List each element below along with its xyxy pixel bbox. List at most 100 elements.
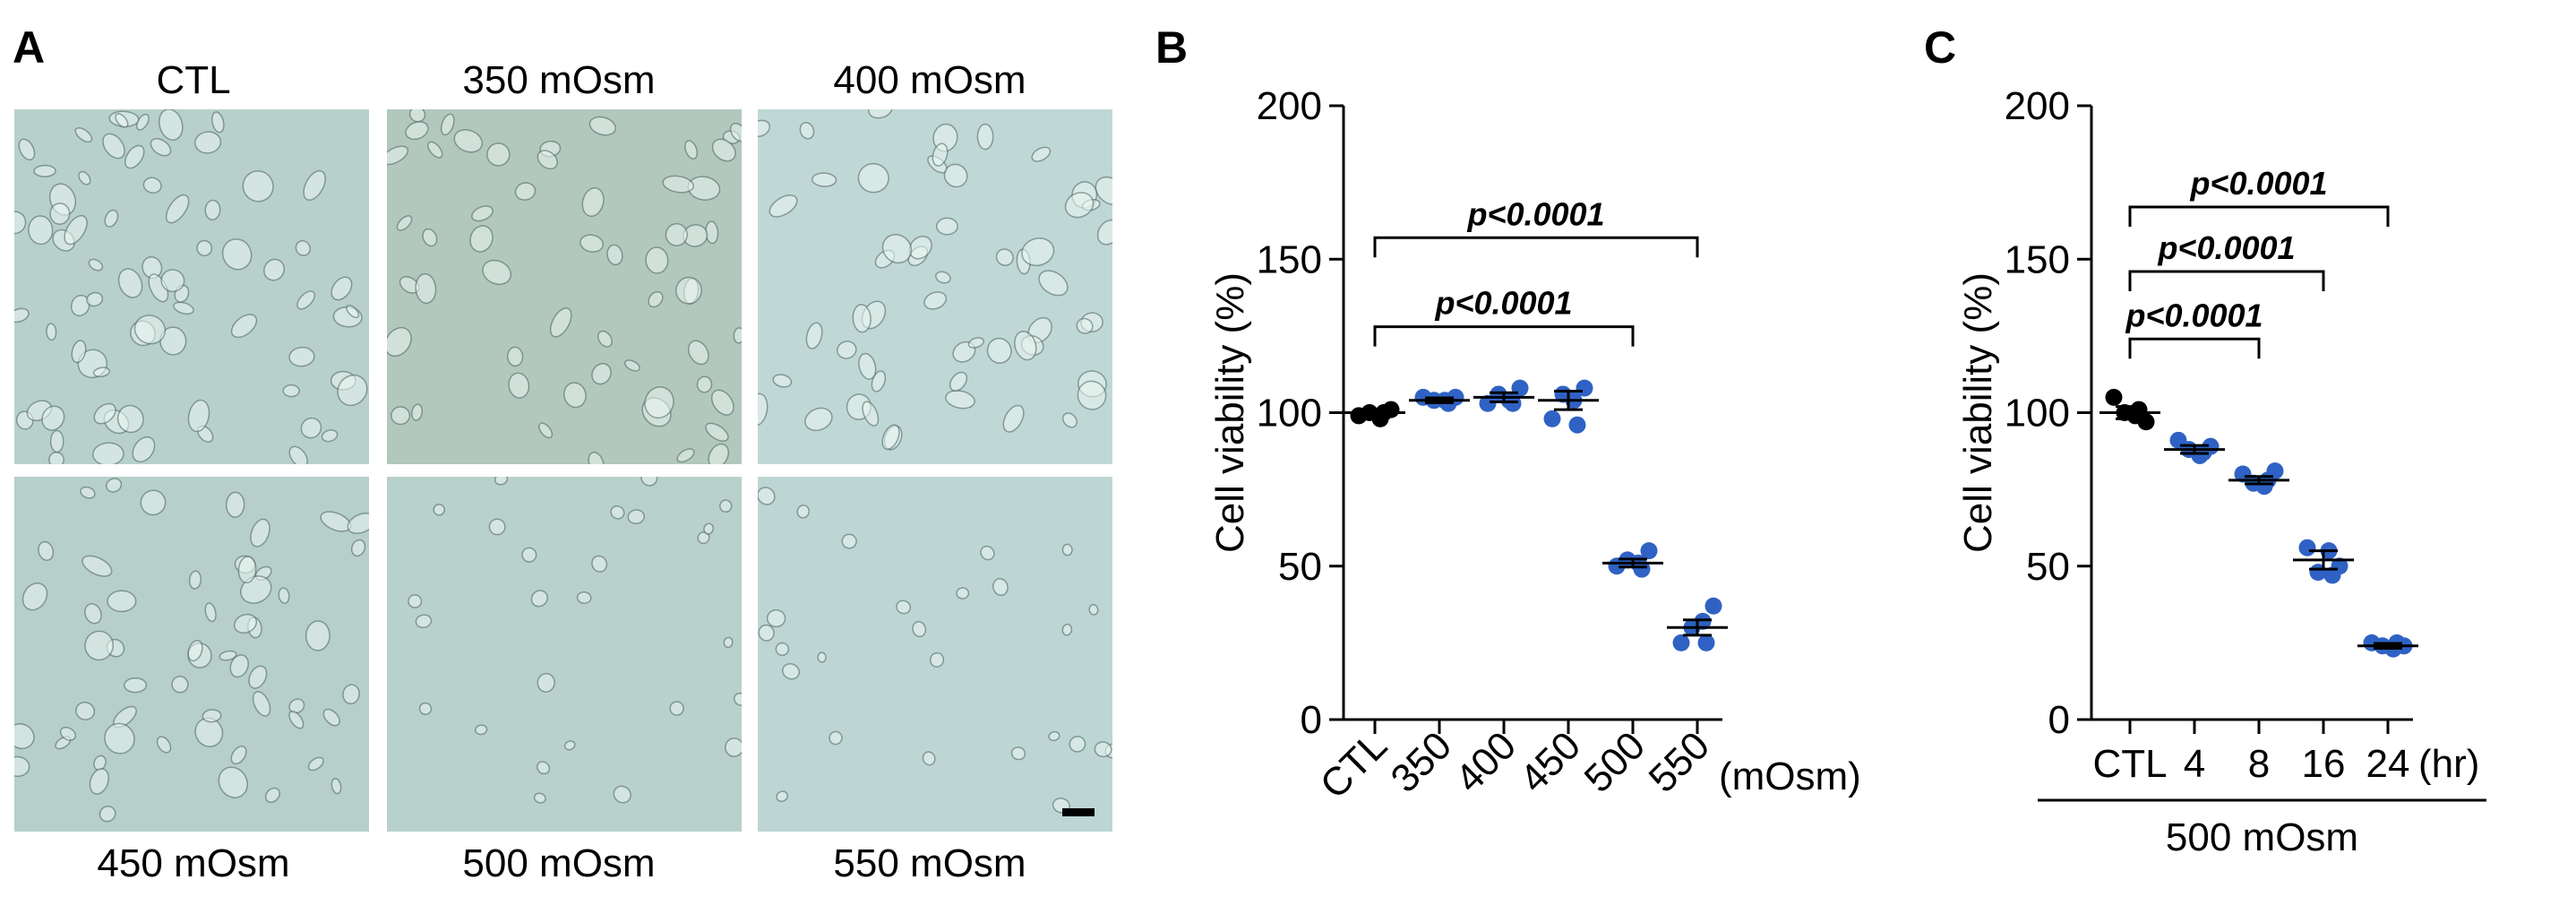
- cell-shape: [196, 239, 213, 257]
- cell-shape: [705, 422, 729, 442]
- cell-shape: [1076, 317, 1094, 334]
- cell-shape: [723, 636, 734, 649]
- cell-shape: [549, 307, 572, 338]
- cell-shape: [337, 374, 368, 407]
- cell-shape: [396, 215, 413, 231]
- cell-shape: [229, 654, 249, 678]
- cell-shape: [124, 677, 148, 694]
- cell-shape: [995, 248, 1014, 266]
- cell-shape: [711, 138, 736, 162]
- cell-shape: [469, 225, 494, 253]
- cell-shape: [230, 314, 258, 339]
- cell-shape: [591, 555, 608, 573]
- cell-shape: [387, 145, 409, 166]
- x-unit-label: (mOsm): [1719, 755, 1861, 798]
- cell-shape: [133, 315, 167, 345]
- cell-shape: [21, 582, 48, 611]
- cell-shape: [88, 258, 104, 272]
- cell-shape: [896, 599, 912, 615]
- data-point: [1504, 394, 1522, 412]
- cell-shape: [719, 499, 733, 513]
- cell-shape: [288, 445, 308, 464]
- cell-shape: [1061, 623, 1073, 636]
- cell-shape: [171, 676, 189, 694]
- cell-shape: [871, 370, 887, 392]
- cell-shape: [703, 522, 714, 535]
- data-point: [1633, 560, 1651, 578]
- cell-shape: [776, 790, 788, 803]
- data-point: [1543, 410, 1561, 427]
- cell-shape: [135, 113, 150, 131]
- cell-shape: [187, 639, 203, 662]
- micrograph-label-ctl: CTL: [156, 58, 231, 102]
- cell-shape: [204, 602, 217, 623]
- data-point: [1704, 597, 1722, 615]
- cell-shape: [160, 269, 185, 292]
- data-point: [1697, 634, 1715, 651]
- micrograph-label-450: 450 mOsm: [97, 841, 290, 885]
- data-point: [2298, 539, 2316, 556]
- cell-shape: [86, 291, 104, 307]
- significance-bracket: [2128, 337, 2261, 359]
- cell-shape: [117, 268, 143, 298]
- cell-shape: [627, 509, 645, 525]
- cell-shape: [687, 340, 709, 366]
- cell-shape: [710, 389, 734, 416]
- cell-shape: [696, 375, 713, 393]
- cell-shape: [305, 620, 331, 651]
- significance-bracket: [1373, 236, 1699, 258]
- data-point: [1640, 542, 1658, 560]
- cell-shape: [676, 448, 695, 463]
- panel-letter-a: A: [13, 22, 46, 73]
- cell-shape: [99, 806, 116, 823]
- x-tick-label: 500: [1576, 723, 1654, 801]
- cell-shape: [935, 217, 958, 236]
- cell-shape: [562, 382, 587, 409]
- cell-shape: [482, 259, 512, 285]
- cell-shape: [1038, 270, 1069, 297]
- x-tick-label: 550: [1641, 723, 1719, 801]
- y-tick-label: 150: [1257, 237, 1322, 281]
- cell-shape: [80, 486, 96, 499]
- cell-shape: [588, 116, 616, 136]
- y-tick-label: 200: [2005, 84, 2070, 128]
- micrograph-texture: [758, 109, 1112, 464]
- cell-shape: [252, 691, 271, 717]
- cell-shape: [932, 142, 949, 167]
- cell-shape: [387, 326, 412, 358]
- cell-shape: [202, 709, 222, 723]
- cell-shape: [610, 505, 625, 520]
- cell-shape: [221, 238, 253, 271]
- cell-shape: [758, 392, 769, 427]
- cell-shape: [805, 322, 823, 349]
- panel-letter-c: C: [1924, 22, 1957, 73]
- cell-shape: [508, 372, 530, 399]
- cell-shape: [708, 443, 730, 464]
- cell-shape: [18, 138, 36, 161]
- cell-shape: [733, 692, 742, 706]
- micrograph-ctl: [14, 109, 369, 464]
- micrograph-550-mosm: [758, 477, 1112, 832]
- cell-shape: [49, 429, 64, 453]
- cell-shape: [408, 109, 426, 123]
- cell-shape: [211, 111, 225, 134]
- cell-shape: [799, 122, 815, 140]
- cell-shape: [237, 556, 257, 584]
- chart-c: 0 50 100 150 200 Cell viability (%) CTL 4 8 16 24(…: [1956, 84, 2486, 859]
- cell-shape: [837, 341, 857, 359]
- cell-shape: [530, 590, 548, 608]
- cell-shape: [591, 363, 612, 385]
- cell-shape: [1069, 736, 1086, 753]
- cell-shape: [74, 126, 93, 143]
- cell-shape: [278, 587, 290, 604]
- cell-shape: [303, 169, 326, 201]
- cell-shape: [576, 591, 592, 604]
- data-point: [1511, 379, 1529, 397]
- micrograph-texture: [14, 477, 369, 832]
- cell-shape: [684, 140, 699, 160]
- cell-shape: [33, 164, 56, 177]
- cell-shape: [1061, 543, 1073, 556]
- micrograph-350-mosm: [387, 109, 742, 464]
- cell-shape: [248, 665, 268, 689]
- cell-shape: [1014, 331, 1037, 361]
